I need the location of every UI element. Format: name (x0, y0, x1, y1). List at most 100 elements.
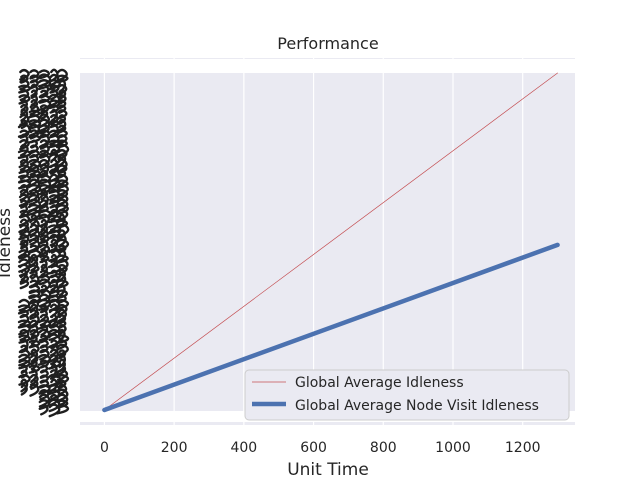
y-tick-label-glyph (18, 193, 31, 207)
y-tick-label-glyph (38, 328, 51, 342)
y-tick-label-glyph (20, 243, 29, 257)
x-tick-label: 200 (161, 440, 188, 456)
y-axis-tick-labels-overlapping (17, 68, 70, 418)
y-tick-label-glyph (58, 153, 67, 167)
y-tick-label-glyph (19, 313, 30, 327)
y-tick-label-glyph (58, 118, 67, 132)
y-tick-label-glyph (29, 233, 40, 246)
y-tick-label-glyph (40, 259, 48, 271)
y-tick-label-glyph (50, 313, 58, 327)
y-tick-label-glyph (20, 119, 28, 130)
y-tick-label-glyph (30, 359, 38, 371)
y-tick-label-glyph (20, 383, 28, 396)
y-tick-label-glyph (49, 303, 59, 318)
x-tick-label: 400 (230, 440, 257, 456)
y-tick-label-glyph (50, 108, 58, 122)
y-tick-label-glyph (28, 123, 41, 137)
x-tick-label: 800 (370, 440, 397, 456)
y-tick-label-glyph (20, 98, 28, 112)
y-tick-label-glyph (19, 88, 30, 102)
y-tick-label-glyph (30, 93, 39, 107)
y-tick-label-glyph (18, 213, 31, 227)
y-tick-label-glyph (40, 189, 49, 201)
y-tick-label-glyph (29, 273, 40, 288)
series-line-0 (104, 72, 558, 411)
y-tick-label-glyph (29, 173, 40, 187)
y-tick-label-glyph (19, 328, 30, 342)
y-tick-label-glyph (30, 348, 39, 363)
y-tick-label-glyph (40, 308, 48, 322)
x-axis-label: Unit Time (287, 460, 369, 480)
series-lines (102, 72, 560, 413)
y-tick-label-glyph (48, 328, 61, 342)
y-tick-label-glyph (19, 158, 29, 171)
y-tick-label-glyph (28, 238, 41, 253)
x-tick-label: 600 (300, 440, 327, 456)
y-tick-label-glyph (58, 328, 66, 342)
y-tick-label-glyph (40, 238, 49, 252)
y-tick-label-glyph (28, 158, 42, 171)
y-tick-label-glyph (58, 229, 66, 240)
y-tick-label-glyph (57, 68, 68, 82)
y-tick-label-glyph (19, 79, 30, 91)
y-tick-label-glyph (29, 103, 40, 116)
y-tick-label-glyph (38, 153, 51, 168)
y-tick-label-glyph (57, 303, 68, 316)
y-tick-label-glyph (56, 198, 69, 213)
x-axis-ticks: 0 200 400 600 800 1000 1200 (100, 440, 541, 456)
y-tick-label-glyph (56, 393, 69, 408)
y-tick-label-glyph (56, 258, 69, 273)
y-tick-label-glyph (30, 368, 38, 383)
y-tick-label-glyph (29, 383, 40, 397)
y-tick-label-glyph (37, 73, 52, 88)
y-tick-label-glyph (40, 263, 49, 277)
y-tick-label-glyph (40, 323, 49, 337)
y-tick-label-glyph (58, 273, 67, 287)
y-tick-label-glyph (56, 368, 69, 382)
y-tick-label-glyph (20, 378, 29, 393)
y-tick-label-glyph (20, 154, 29, 166)
y-tick-label-glyph (58, 358, 66, 373)
y-tick-label-glyph (28, 198, 42, 213)
y-tick-label-glyph (29, 373, 39, 386)
y-tick-label-glyph (30, 379, 39, 390)
y-tick-label-glyph (20, 108, 29, 122)
y-tick-label-glyph (28, 113, 41, 126)
y-tick-label-glyph (18, 298, 31, 312)
y-tick-label-glyph (28, 228, 41, 242)
y-tick-label-glyph (20, 183, 29, 196)
y-tick-label-glyph (40, 218, 48, 231)
y-tick-label-glyph (57, 233, 67, 248)
y-tick-label-glyph (20, 204, 29, 216)
y-tick-label-glyph (39, 158, 50, 171)
y-tick-label-glyph (56, 183, 69, 197)
y-axis-label: Idleness (0, 208, 15, 278)
y-tick-label-glyph (18, 323, 31, 336)
y-tick-label-glyph (56, 173, 69, 187)
y-tick-label-glyph (39, 139, 49, 150)
y-tick-label-glyph (29, 313, 40, 328)
y-tick-label-glyph (30, 83, 39, 98)
y-tick-label-glyph (18, 348, 31, 362)
x-tick-label: 1000 (435, 440, 471, 456)
y-tick-label-glyph (38, 174, 52, 186)
y-tick-label-glyph (19, 218, 29, 233)
y-tick-label-glyph (56, 189, 69, 200)
y-tick-label-glyph (56, 388, 69, 403)
y-tick-label-glyph (50, 148, 59, 163)
y-tick-label-glyph (56, 404, 70, 415)
y-tick-label-glyph (30, 253, 39, 267)
y-tick-label-glyph (40, 109, 49, 120)
y-tick-label-glyph (39, 348, 50, 361)
y-tick-label-glyph (38, 274, 51, 286)
y-tick-label-glyph (57, 308, 67, 323)
legend-label-global-average-node-visit-idleness: Global Average Node Visit Idleness (295, 398, 539, 414)
grid-band-top (80, 59, 575, 73)
y-tick-label-glyph (58, 283, 66, 297)
y-tick-label-glyph (29, 298, 40, 312)
y-tick-label-glyph (50, 89, 59, 101)
y-tick-label-glyph (29, 154, 40, 166)
y-tick-label-glyph (20, 338, 29, 353)
y-tick-label-glyph (37, 288, 52, 303)
y-tick-label-glyph (30, 214, 38, 226)
